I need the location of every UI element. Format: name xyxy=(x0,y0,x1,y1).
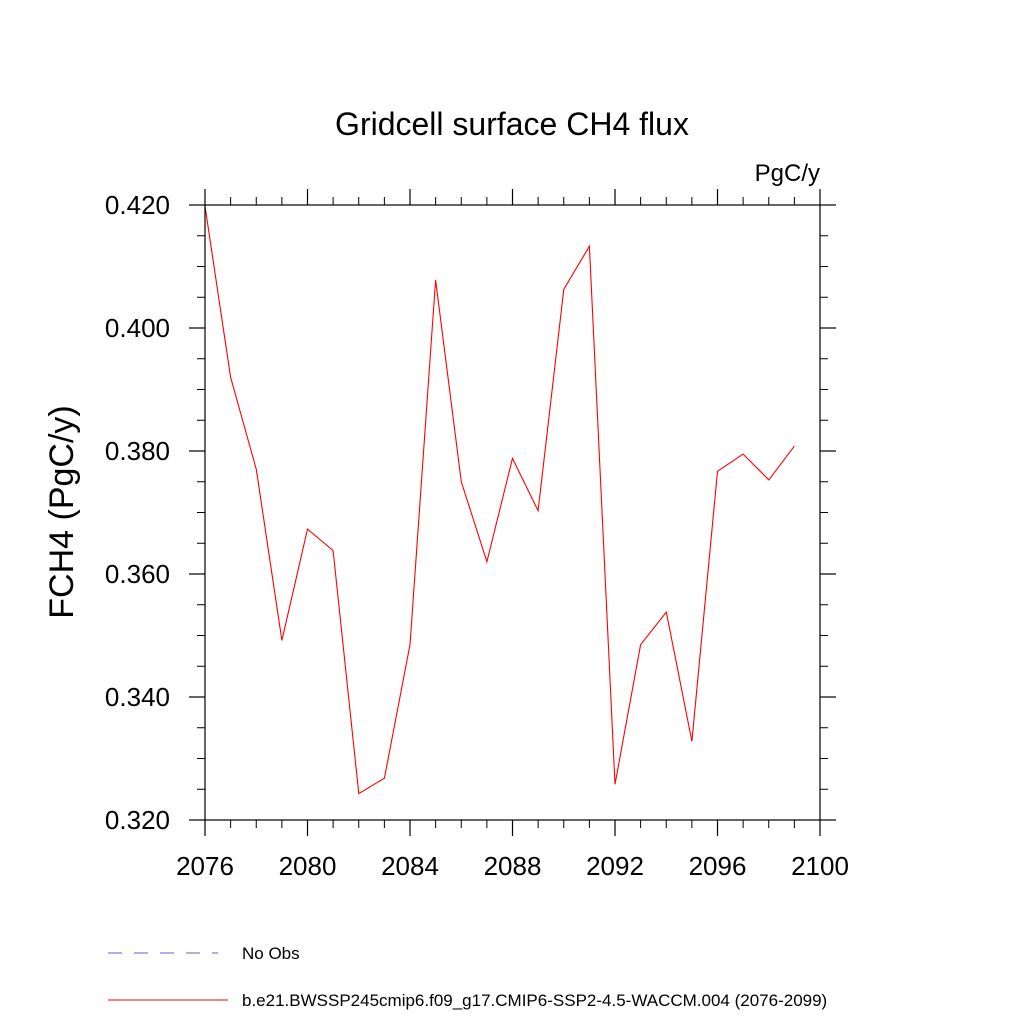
y-tick-label: 0.380 xyxy=(105,436,170,466)
x-tick-label: 2084 xyxy=(381,851,439,881)
data-series xyxy=(204,206,795,795)
legend: No Obs b.e21.BWSSP245cmip6.f09_g17.CMIP6-… xyxy=(108,944,827,1010)
y-tick-label: 0.360 xyxy=(105,559,170,589)
y-tick-label: 0.420 xyxy=(105,190,170,220)
x-tick-label: 2080 xyxy=(279,851,337,881)
x-tick-label: 2088 xyxy=(484,851,542,881)
axis-ticks: 2076 2080 2084 2088 2092 2096 2100 0.320 0.340 0.… xyxy=(105,189,849,881)
plot-frame xyxy=(204,204,821,821)
x-tick-label: 2076 xyxy=(176,851,234,881)
chart-title: Gridcell surface CH4 flux xyxy=(335,106,689,142)
x-tick-label: 2092 xyxy=(586,851,644,881)
y-tick-label: 0.400 xyxy=(105,313,170,343)
x-tick-label: 2096 xyxy=(689,851,747,881)
y-tick-label: 0.340 xyxy=(105,682,170,712)
y-axis-label: FCH4 (PgC/y) xyxy=(43,405,81,618)
units-label: PgC/y xyxy=(755,160,820,187)
legend-label: b.e21.BWSSP245cmip6.f09_g17.CMIP6-SSP2-4… xyxy=(242,991,827,1010)
x-tick-label: 2100 xyxy=(791,851,849,881)
legend-label: No Obs xyxy=(242,944,300,963)
series-line xyxy=(204,206,795,795)
y-tick-label: 0.320 xyxy=(105,805,170,835)
